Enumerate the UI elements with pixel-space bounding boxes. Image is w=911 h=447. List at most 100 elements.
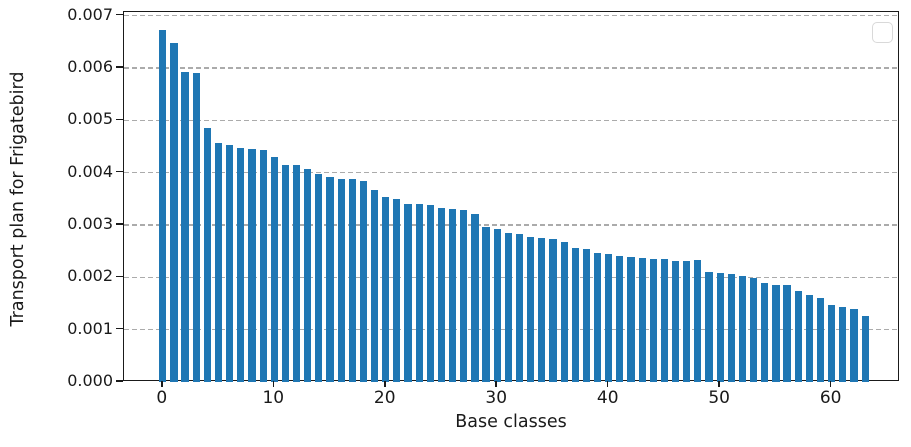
bar [348, 179, 356, 382]
bar [237, 148, 245, 382]
bar [404, 203, 412, 382]
bar [203, 127, 211, 382]
bar [705, 272, 713, 382]
bar [828, 304, 836, 382]
y-tick-label: 0.002 [67, 266, 113, 286]
bar [248, 149, 256, 382]
gridline [124, 67, 898, 69]
bar [226, 145, 234, 382]
y-tick-mark [116, 13, 123, 16]
bar [326, 177, 334, 382]
bar [772, 284, 780, 382]
bar [560, 241, 568, 382]
x-tick-mark [829, 381, 832, 387]
bar [359, 181, 368, 382]
bar [727, 274, 735, 382]
bar [482, 226, 490, 382]
bar [181, 72, 189, 382]
bar [504, 233, 512, 382]
x-tick-label: 30 [485, 388, 508, 408]
y-tick-mark [116, 275, 123, 278]
y-tick-label: 0.003 [67, 213, 113, 233]
bar [315, 173, 323, 382]
y-tick-label: 0.006 [67, 56, 113, 76]
bar [527, 236, 535, 382]
gridline [124, 224, 898, 226]
y-tick-label: 0.005 [67, 109, 113, 129]
bar [292, 165, 301, 382]
bar [449, 208, 457, 382]
bar [471, 214, 479, 382]
x-tick-label: 20 [373, 388, 396, 408]
bar [716, 272, 724, 382]
y-axis-label: Transport plan for Frigatebird [8, 71, 28, 327]
bar [761, 283, 769, 382]
x-tick-mark [495, 381, 497, 387]
bar [660, 259, 669, 382]
y-tick-mark [116, 380, 123, 382]
bar [493, 228, 501, 382]
legend-box [872, 22, 893, 43]
x-tick-label: 40 [596, 388, 619, 408]
y-tick-mark [116, 66, 123, 68]
y-tick-mark [116, 118, 123, 121]
bar [850, 308, 858, 382]
bar [437, 207, 446, 382]
bar [672, 261, 680, 382]
bar [281, 164, 289, 382]
bar [816, 298, 825, 382]
bar [627, 257, 635, 382]
y-tick-label: 0.001 [67, 318, 113, 338]
y-tick-label: 0.007 [67, 4, 113, 24]
x-tick-label: 60 [819, 388, 842, 408]
bar [460, 209, 468, 382]
x-tick-mark [718, 381, 720, 387]
bar [393, 198, 401, 382]
bar [794, 290, 802, 382]
bar [616, 255, 624, 382]
bar [839, 306, 847, 382]
bar [683, 261, 691, 382]
x-tick-label: 0 [156, 388, 168, 408]
bar [582, 249, 590, 382]
bar [805, 294, 813, 382]
bar [426, 205, 434, 382]
x-axis-label: Base classes [455, 412, 567, 432]
bar [861, 316, 869, 382]
bar [304, 169, 312, 382]
x-tick-label: 50 [708, 388, 731, 408]
x-tick-mark [272, 381, 275, 387]
y-tick-mark [116, 223, 123, 225]
bar [538, 237, 546, 382]
bar [259, 150, 267, 382]
x-tick-label: 10 [262, 388, 285, 408]
bar [192, 73, 200, 382]
plot-area [123, 11, 899, 382]
bar [783, 284, 791, 382]
gridline [124, 119, 898, 121]
bar [649, 259, 657, 382]
x-tick-mark [606, 381, 609, 387]
bar [549, 238, 557, 382]
bar [750, 277, 758, 382]
bar [738, 275, 747, 382]
y-tick-mark [116, 327, 123, 330]
bar [605, 254, 613, 382]
y-tick-mark [116, 170, 123, 173]
y-tick-label: 0.004 [67, 161, 113, 181]
bar [382, 196, 390, 382]
bar [371, 190, 379, 382]
bar [170, 42, 178, 382]
x-tick-mark [384, 381, 386, 387]
bar [638, 258, 646, 382]
bar [159, 29, 167, 382]
bar [337, 178, 345, 382]
y-tick-label: 0.000 [67, 371, 113, 390]
bar [270, 157, 278, 382]
bar [415, 204, 423, 382]
bar [593, 252, 602, 382]
x-tick-mark [161, 381, 163, 387]
gridline [124, 15, 898, 17]
gridline [124, 172, 898, 174]
